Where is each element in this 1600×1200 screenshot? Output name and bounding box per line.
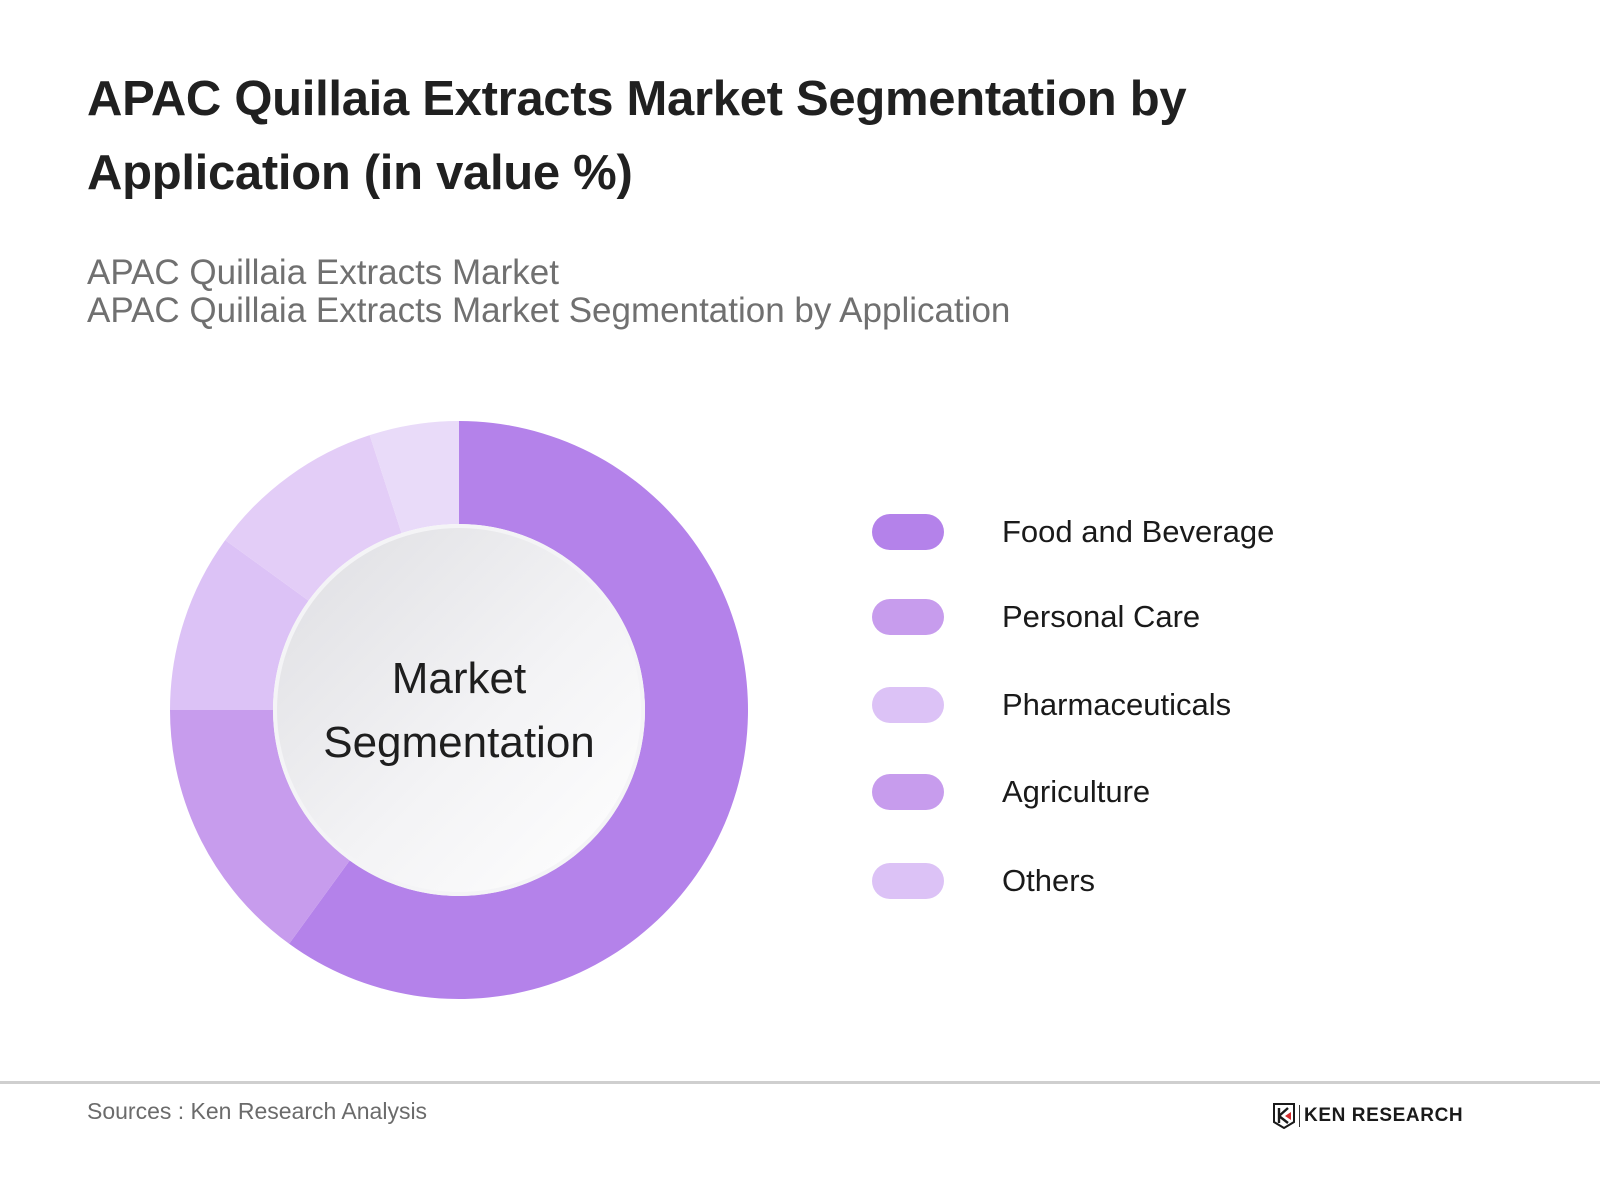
legend-swatch (872, 687, 944, 723)
ken-shield-icon (1273, 1103, 1295, 1129)
donut-slice-pharmaceuticals (170, 540, 309, 710)
legend-item-pharmaceuticals: Pharmaceuticals (872, 685, 1231, 725)
donut-slice-agriculture (225, 435, 402, 601)
subtitle-line-1: APAC Quillaia Extracts Market (87, 253, 559, 292)
center-disc (277, 528, 641, 892)
legend-item-personal-care: Personal Care (872, 597, 1200, 637)
legend-label: Agriculture (1002, 774, 1151, 809)
legend-swatch (872, 599, 944, 635)
legend-label: Pharmaceuticals (1002, 687, 1232, 722)
legend-item-agriculture: Agriculture (872, 772, 1150, 812)
legend-item-food-and-beverage: Food and Beverage (872, 512, 1274, 552)
source-note: Sources : Ken Research Analysis (87, 1098, 428, 1124)
legend-label: Food and Beverage (1002, 514, 1275, 549)
legend-label: Personal Care (1002, 599, 1201, 634)
logo-separator (1299, 1105, 1300, 1127)
donut-svg (170, 421, 748, 999)
center-label-line-2: Segmentation (323, 718, 595, 767)
center-label-line-1: Market (391, 654, 527, 703)
legend-item-others: Others (872, 861, 1095, 901)
donut-center-label: Market Segmentation (274, 526, 644, 896)
footer-divider (0, 1081, 1600, 1084)
chart-subtitle: APAC Quillaia Extracts Market APAC Quill… (87, 254, 1010, 330)
logo-text: KEN RESEARCH (1304, 1105, 1464, 1126)
donut-chart: Market Segmentation (160, 410, 760, 1010)
legend-swatch (872, 514, 944, 550)
legend-label: Others (1002, 863, 1096, 898)
donut-slice-food-and-beverage (289, 421, 748, 999)
legend-swatch (872, 863, 944, 899)
subtitle-line-2: APAC Quillaia Extracts Market Segmentati… (87, 291, 1011, 330)
donut-slice-others (369, 421, 459, 534)
ken-research-logo: KEN RESEARCH (1273, 1101, 1463, 1131)
chart-title: APAC Quillaia Extracts Market Segmentati… (87, 72, 1187, 200)
legend-swatch (872, 774, 944, 810)
donut-slice-personal-care (170, 710, 350, 944)
